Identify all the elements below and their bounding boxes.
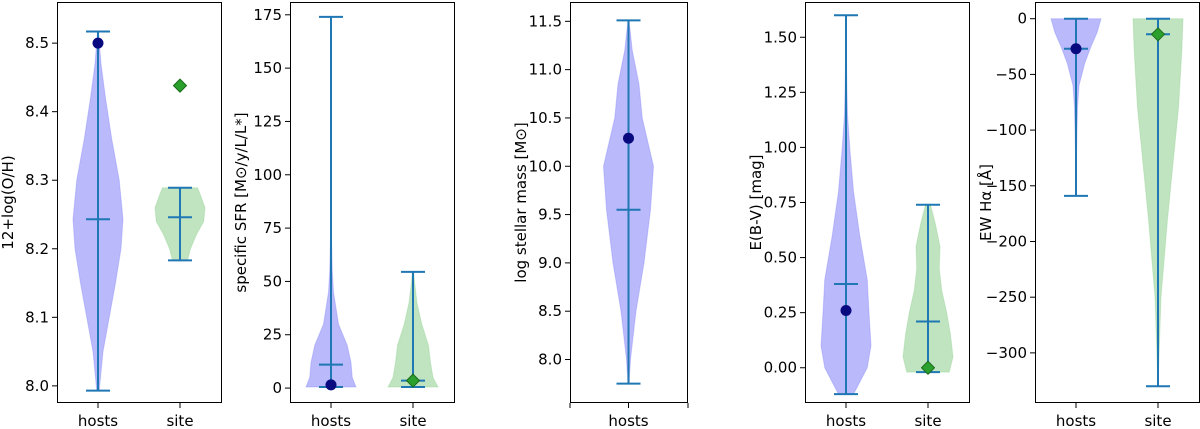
panel-4-xtick-label: hosts bbox=[826, 412, 866, 429]
panel-1-ytick-label: 8.1 bbox=[25, 308, 49, 326]
panel-2-xtick-label: site bbox=[399, 412, 426, 429]
panel-2-ylabel: specific SFR [M⊙/y/L/L*] bbox=[232, 112, 250, 292]
panel-2-ytick-label: 75 bbox=[263, 219, 282, 237]
panel-1-ytick-label: 8.3 bbox=[25, 171, 49, 189]
panel-3-ytick-label: 10.5 bbox=[529, 109, 562, 127]
panel-2-ytick-label: 50 bbox=[263, 272, 282, 290]
panel-5-point-site bbox=[1150, 27, 1166, 42]
panel-5-ytick-label: 0 bbox=[1017, 10, 1027, 28]
panel-1-point-site bbox=[172, 78, 188, 93]
panel-3-xtick-label: hosts bbox=[608, 412, 648, 429]
panel-1-ytick-label: 8.4 bbox=[25, 103, 49, 121]
panel-1-xtick-label: site bbox=[166, 412, 193, 429]
panel-1-ytick-label: 8.2 bbox=[25, 240, 49, 258]
panel-5-xtick-label: site bbox=[1144, 412, 1171, 429]
panel-2-ytick-label: 150 bbox=[253, 59, 282, 77]
panel-2-xtick-label: hosts bbox=[311, 412, 351, 429]
panel-1-ylabel: 12+log(O/H) bbox=[0, 155, 17, 249]
panel-5-point-hosts bbox=[1070, 43, 1082, 55]
panel-4-point-site bbox=[920, 360, 936, 375]
panel-1-frame bbox=[57, 2, 222, 403]
panel-2-ytick-label: 0 bbox=[272, 379, 282, 397]
panel-3-frame bbox=[570, 2, 688, 403]
panel-2-point-hosts bbox=[325, 379, 337, 391]
panel-4-xtick-label: site bbox=[914, 412, 941, 429]
panel-5-ytick-label: −250 bbox=[986, 288, 1027, 306]
panel-3-ytick-label: 11.0 bbox=[529, 61, 562, 79]
panel-1-ytick-label: 8.0 bbox=[25, 377, 49, 395]
panel-3-ytick-label: 9.0 bbox=[538, 254, 562, 272]
panel-4-ytick-label: 0.25 bbox=[764, 304, 797, 322]
panel-2-ytick-label: 25 bbox=[263, 326, 282, 344]
panel-5-ytick-label: −150 bbox=[986, 177, 1027, 195]
panel-1-ytick-label: 8.5 bbox=[25, 34, 49, 52]
panel-2-ytick-label: 125 bbox=[253, 112, 282, 130]
panel-5-ylabel: EW Hα [Å] bbox=[976, 164, 995, 241]
panel-4-point-hosts bbox=[840, 304, 852, 316]
panel-5-ytick-label: −100 bbox=[986, 121, 1027, 139]
panel-4-ytick-label: 0.50 bbox=[764, 249, 797, 267]
panel-4-ytick-label: 0.75 bbox=[764, 194, 797, 212]
panel-3-ytick-label: 10.0 bbox=[529, 157, 562, 175]
panel-4-ytick-label: 0.00 bbox=[764, 359, 797, 377]
panel-4-ytick-label: 1.00 bbox=[764, 138, 797, 156]
panel-5-xtick-label: hosts bbox=[1056, 412, 1096, 429]
panel-5-ytick-label: −300 bbox=[986, 344, 1027, 362]
panel-4-ytick-label: 1.25 bbox=[764, 83, 797, 101]
panel-3-point-hosts bbox=[623, 132, 634, 144]
panel-3-ytick-label: 11.5 bbox=[529, 12, 562, 30]
panel-1-xtick-label: hosts bbox=[78, 412, 118, 429]
panel-2-ytick-label: 100 bbox=[253, 166, 282, 184]
panel-5-ytick-label: −200 bbox=[986, 232, 1027, 250]
panel-3-ytick-label: 8.0 bbox=[538, 351, 562, 369]
panel-4-ytick-label: 1.50 bbox=[764, 28, 797, 46]
panel-5-ytick-label: −50 bbox=[995, 65, 1027, 83]
panel-3-ylabel: log stellar mass [M⊙] bbox=[512, 122, 530, 282]
panel-1-point-hosts bbox=[92, 37, 104, 49]
panel-2-point-site bbox=[405, 373, 421, 388]
panel-2-frame bbox=[290, 2, 455, 403]
panel-4-ylabel: E(B-V) [mag] bbox=[747, 154, 765, 250]
panel-2-ytick-label: 175 bbox=[253, 6, 282, 24]
panel-3-ytick-label: 8.5 bbox=[538, 302, 562, 320]
panel-4-frame bbox=[805, 2, 970, 403]
panel-3-ytick-label: 9.5 bbox=[538, 206, 562, 224]
